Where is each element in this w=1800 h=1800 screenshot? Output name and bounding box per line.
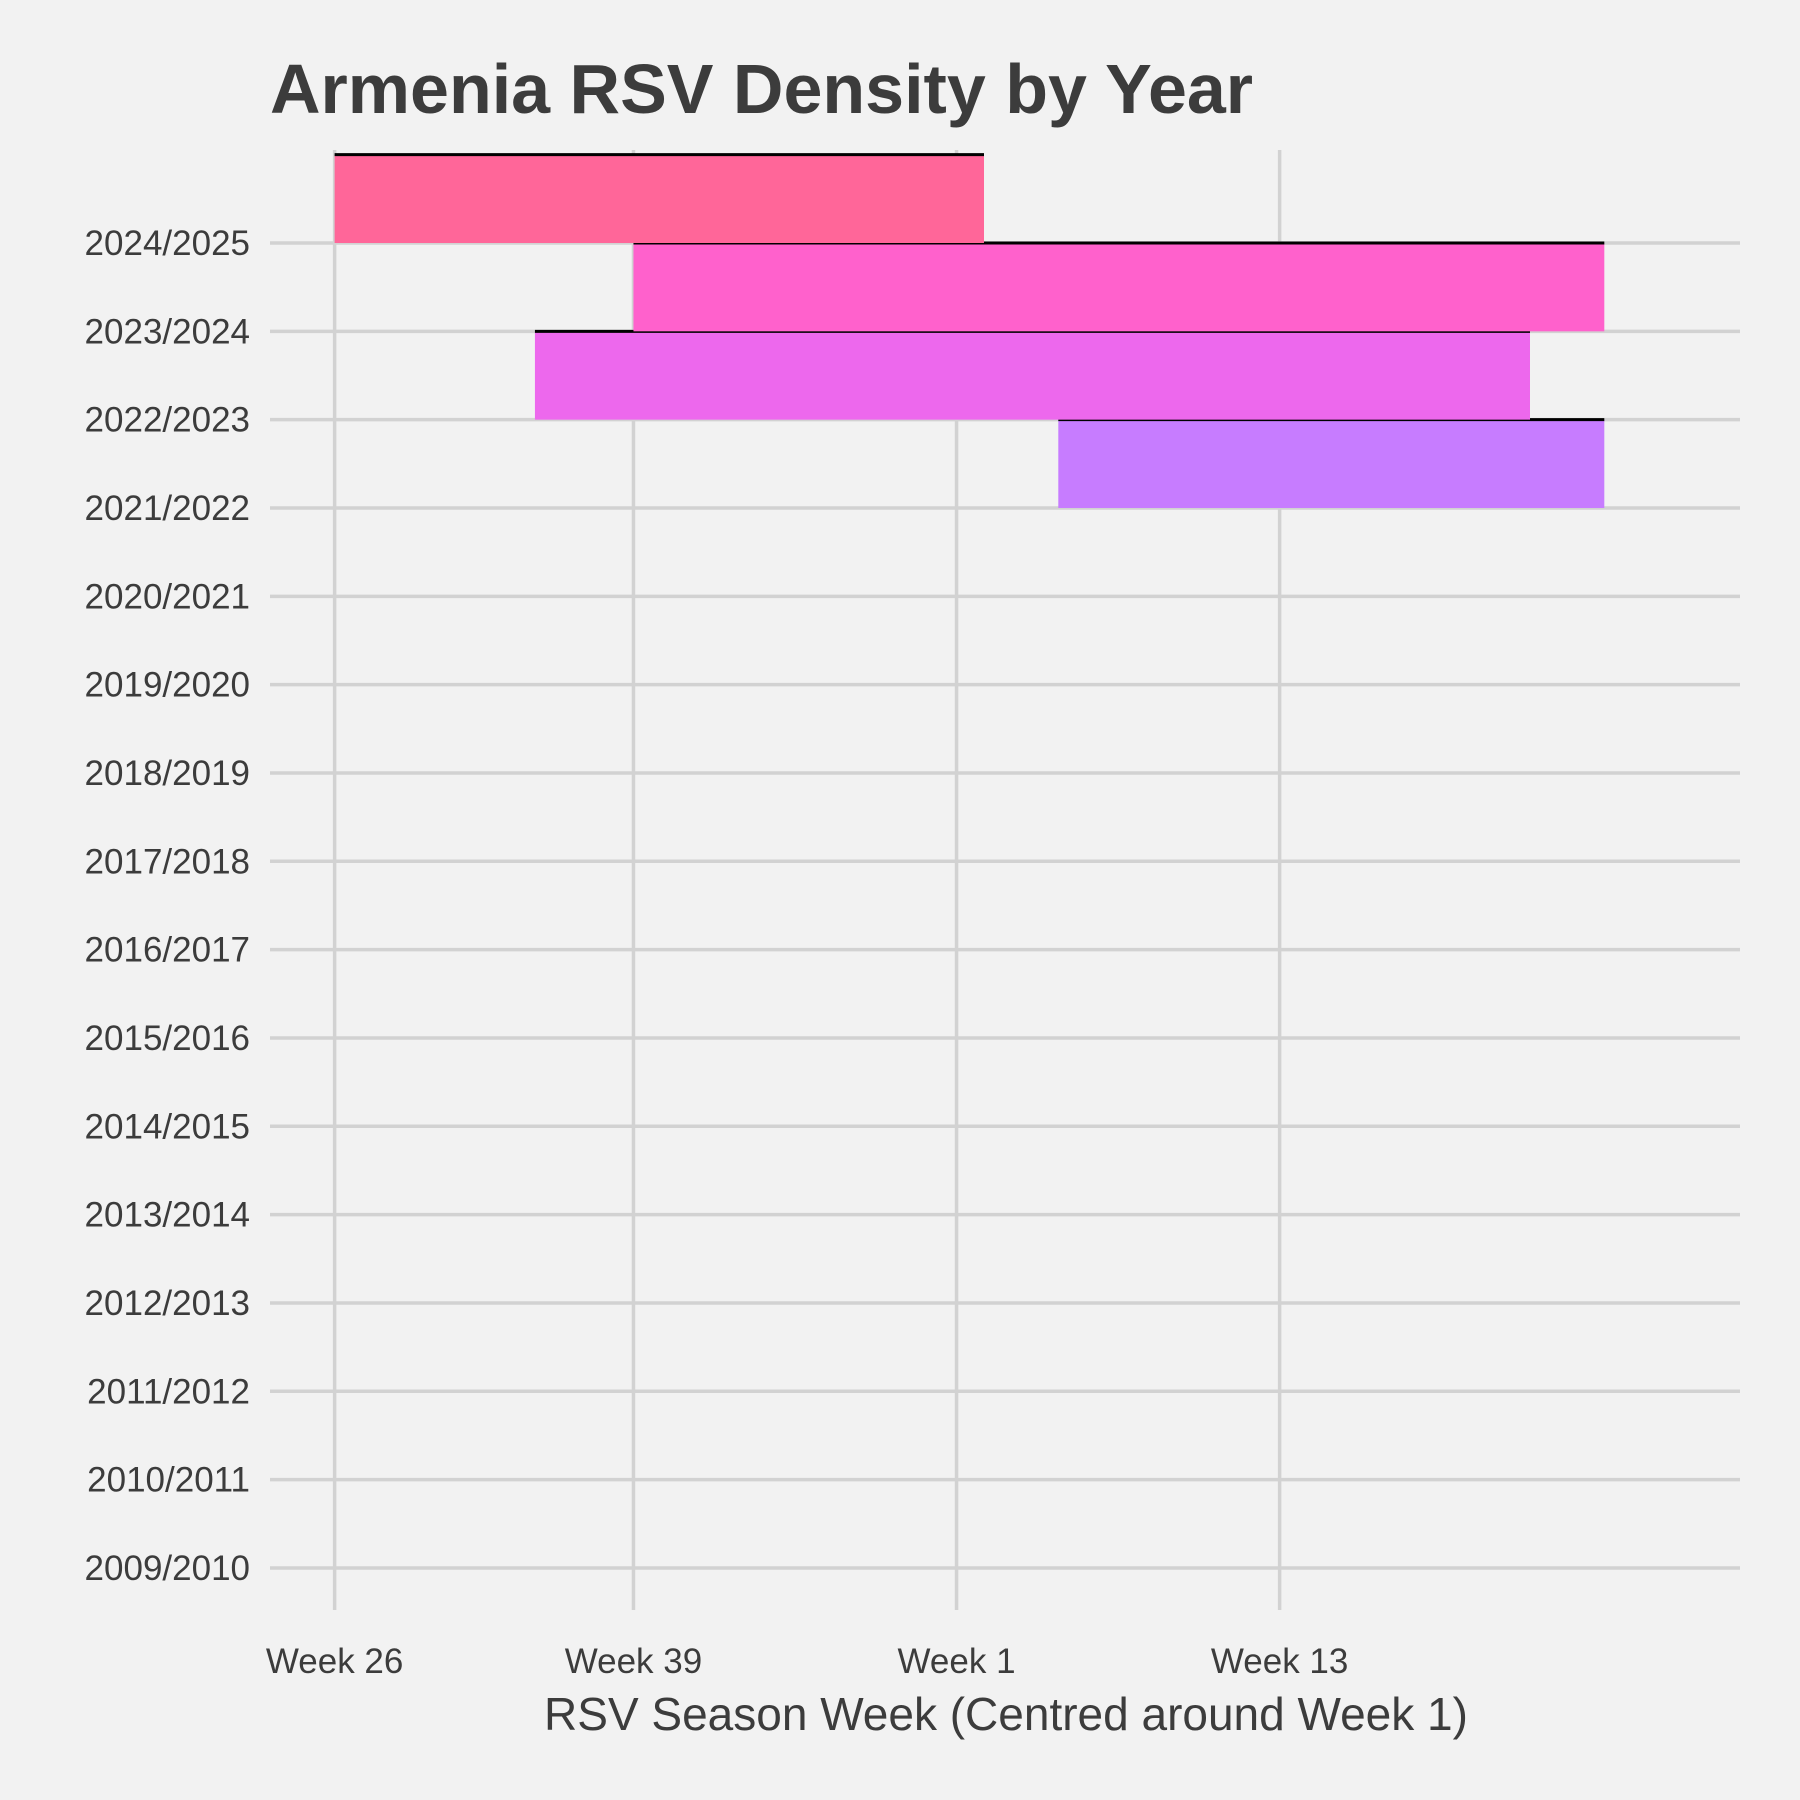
grid-layer <box>270 150 1740 1610</box>
ridge-area <box>633 243 1605 332</box>
ridge-2023-2024 <box>633 241 1605 332</box>
y-tick-label: 2011/2012 <box>87 1372 250 1411</box>
ridge-area <box>334 154 985 243</box>
y-tick-label: 2016/2017 <box>85 931 250 970</box>
x-tick-label: Week 13 <box>1211 1642 1349 1681</box>
ridge-2021-2022 <box>1058 418 1605 508</box>
y-tick-label: 2019/2020 <box>85 666 250 705</box>
y-axis-ticks: 2009/2010 2010/2011 2011/2012 2012/2013 2013… <box>85 224 250 1588</box>
y-tick-label: 2010/2011 <box>87 1461 250 1500</box>
x-tick-label: Week 39 <box>565 1642 703 1681</box>
y-tick-label: 2024/2025 <box>85 224 250 263</box>
ridge-2024-2025 <box>334 153 985 243</box>
y-tick-label: 2015/2016 <box>85 1019 250 1058</box>
ridge-layer <box>334 153 1605 508</box>
y-tick-label: 2009/2010 <box>85 1549 250 1588</box>
y-tick-label: 2013/2014 <box>85 1196 250 1235</box>
y-tick-label: 2017/2018 <box>85 842 250 881</box>
x-tick-label: Week 26 <box>266 1642 404 1681</box>
y-tick-label: 2018/2019 <box>85 754 250 793</box>
x-axis-title: RSV Season Week (Centred around Week 1) <box>544 1688 1468 1740</box>
ridge-2022-2023 <box>534 329 1530 420</box>
y-tick-label: 2022/2023 <box>85 401 250 440</box>
y-tick-label: 2021/2022 <box>85 489 250 528</box>
y-tick-label: 2020/2021 <box>85 577 250 616</box>
y-tick-label: 2023/2024 <box>85 312 250 351</box>
y-tick-label: 2014/2015 <box>85 1107 250 1146</box>
chart-title: Armenia RSV Density by Year <box>270 50 1253 128</box>
x-tick-label: Week 1 <box>898 1642 1016 1681</box>
y-tick-label: 2012/2013 <box>85 1284 250 1323</box>
x-axis-ticks: Week 26 Week 39 Week 1 Week 13 <box>266 1642 1349 1681</box>
ridge-area <box>1058 419 1605 508</box>
ridge-area <box>534 331 1530 420</box>
